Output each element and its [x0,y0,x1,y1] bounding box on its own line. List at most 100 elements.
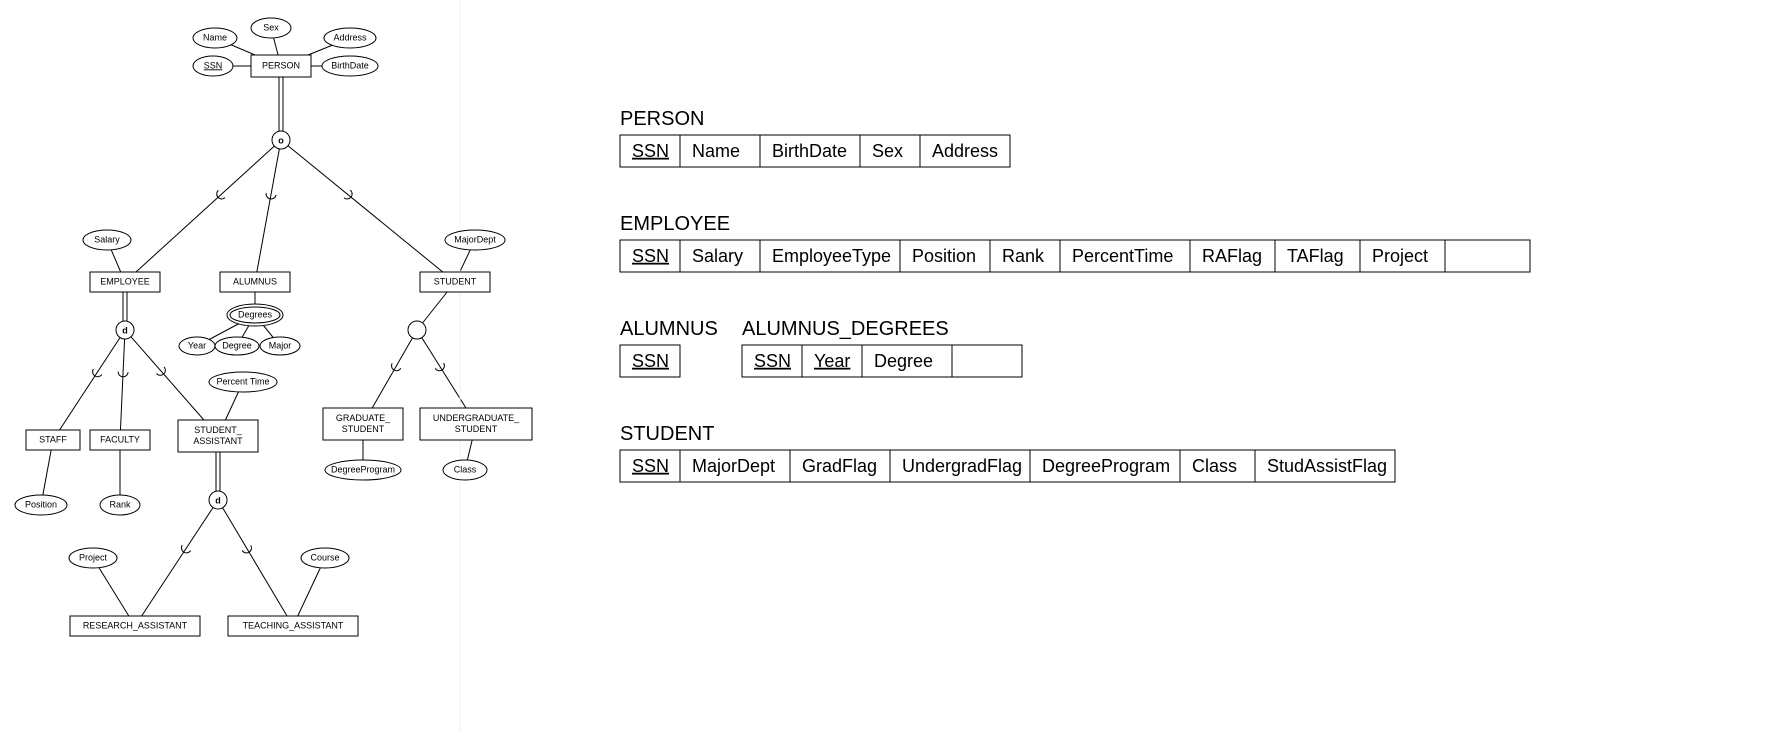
svg-text:Percent Time: Percent Time [216,376,269,386]
svg-text:TEACHING_ASSISTANT: TEACHING_ASSISTANT [243,620,344,630]
attr-class: Class [443,460,487,480]
attr-name: Name [193,28,237,48]
svg-text:RAFlag: RAFlag [1202,246,1262,266]
svg-text:Major: Major [269,340,292,350]
svg-text:STUDENT: STUDENT [620,423,714,445]
svg-text:Rank: Rank [109,499,131,509]
svg-text:GradFlag: GradFlag [802,456,877,476]
isa-d2: d [209,491,227,509]
svg-text:Salary: Salary [692,246,743,266]
svg-text:Year: Year [188,340,206,350]
entity-employee: EMPLOYEE [90,272,160,292]
svg-text:SSN: SSN [754,351,791,371]
attr-course: Course [301,548,349,568]
svg-text:Degrees: Degrees [238,309,273,319]
svg-text:SSN: SSN [632,141,669,161]
svg-text:Class: Class [454,464,477,474]
attr-major: Major [260,337,300,355]
entity-undergraduate_student: UNDERGRADUATE_STUDENT [420,408,532,440]
attr-position: Position [15,495,67,515]
attr-salary: Salary [83,230,131,250]
svg-text:SSN: SSN [632,351,669,371]
attr-address: Address [324,28,376,48]
attr-degrees: Degrees [227,304,283,326]
svg-text:Project: Project [79,552,108,562]
table-employee: EMPLOYEESSNSalaryEmployeeTypePositionRan… [620,213,1530,272]
svg-text:DegreeProgram: DegreeProgram [1042,456,1170,476]
svg-text:TAFlag: TAFlag [1287,246,1344,266]
attr-sex: Sex [251,18,291,38]
svg-text:Sex: Sex [872,141,903,161]
svg-text:o: o [278,135,284,145]
entity-staff: STAFF [26,430,80,450]
entity-student: STUDENT [420,272,490,292]
svg-text:Position: Position [912,246,976,266]
svg-text:Salary: Salary [94,234,120,244]
svg-text:EmployeeType: EmployeeType [772,246,891,266]
svg-text:ALUMNUS_DEGREES: ALUMNUS_DEGREES [742,318,949,340]
svg-text:RESEARCH_ASSISTANT: RESEARCH_ASSISTANT [83,620,188,630]
svg-text:Name: Name [692,141,740,161]
svg-text:Course: Course [310,552,339,562]
svg-text:ALUMNUS: ALUMNUS [233,276,277,286]
svg-text:ALUMNUS: ALUMNUS [620,318,718,340]
table-student: STUDENT SSN MajorDept GradFlag UndergradFlag… [620,423,1395,482]
svg-text:Name: Name [203,32,227,42]
table-alumnus_degrees: ALUMNUS_DEGREES SSN Year Degree [742,318,1022,377]
attr-rank: Rank [100,495,140,515]
svg-text:SSN: SSN [632,456,669,476]
svg-text:Year: Year [814,351,850,371]
attr-year: Year [179,337,215,355]
svg-text:EMPLOYEE: EMPLOYEE [620,213,730,235]
entity-graduate_student: GRADUATE_STUDENT [323,408,403,440]
svg-text:Address: Address [333,32,367,42]
svg-text:d: d [215,495,221,505]
svg-text:MajorDept: MajorDept [692,456,775,476]
isa-o1: o [272,131,290,149]
attr-degree: Degree [215,337,259,355]
isa-d1: d [116,321,134,339]
svg-text:StudAssistFlag: StudAssistFlag [1267,456,1387,476]
svg-text:SSN: SSN [204,60,223,70]
attr-ssn: SSN [193,56,233,76]
svg-text:Class: Class [1192,456,1237,476]
svg-text:STUDENT_ASSISTANT: STUDENT_ASSISTANT [193,425,243,446]
svg-text:Address: Address [932,141,998,161]
svg-text:Position: Position [25,499,57,509]
svg-text:Sex: Sex [263,22,279,32]
svg-text:PercentTime: PercentTime [1072,246,1173,266]
svg-text:STUDENT: STUDENT [434,276,477,286]
svg-text:PERSON: PERSON [620,108,704,130]
svg-text:PERSON: PERSON [262,60,300,70]
entity-teaching_assistant: TEACHING_ASSISTANT [228,616,358,636]
table-alumnus: ALUMNUS SSN [620,318,718,377]
svg-text:Rank: Rank [1002,246,1045,266]
entity-research_assistant: RESEARCH_ASSISTANT [70,616,200,636]
svg-text:UndergradFlag: UndergradFlag [902,456,1022,476]
entity-faculty: FACULTY [90,430,150,450]
entity-person: PERSON [251,55,311,77]
svg-text:STAFF: STAFF [39,434,67,444]
svg-text:FACULTY: FACULTY [100,434,140,444]
svg-text:BirthDate: BirthDate [331,60,369,70]
table-person: PERSON SSN Name BirthDate Sex Address [620,108,1010,167]
entity-student_assistant: STUDENT_ASSISTANT [178,420,258,452]
shapes-layer: PERSON EMPLOYEE ALUMNUS STUDENT STAFF FACULTY… [15,18,1530,636]
svg-text:Degree: Degree [874,351,933,371]
svg-text:MajorDept: MajorDept [454,234,496,244]
svg-text:DegreeProgram: DegreeProgram [331,464,395,474]
svg-text:Degree: Degree [222,340,252,350]
cell [1445,240,1530,272]
isa-c1 [408,321,426,339]
attr-percent_time: Percent Time [209,372,277,392]
svg-text:Project: Project [1372,246,1428,266]
entity-alumnus: ALUMNUS [220,272,290,292]
attr-majordept: MajorDept [445,230,505,250]
svg-text:BirthDate: BirthDate [772,141,847,161]
svg-text:EMPLOYEE: EMPLOYEE [100,276,150,286]
attr-project: Project [69,548,117,568]
diagram-canvas: PERSON EMPLOYEE ALUMNUS STUDENT STAFF FACULTY… [0,0,1776,732]
svg-text:GRADUATE_STUDENT: GRADUATE_STUDENT [336,413,391,434]
attr-degreeprogram: DegreeProgram [325,460,401,480]
svg-text:d: d [122,325,128,335]
